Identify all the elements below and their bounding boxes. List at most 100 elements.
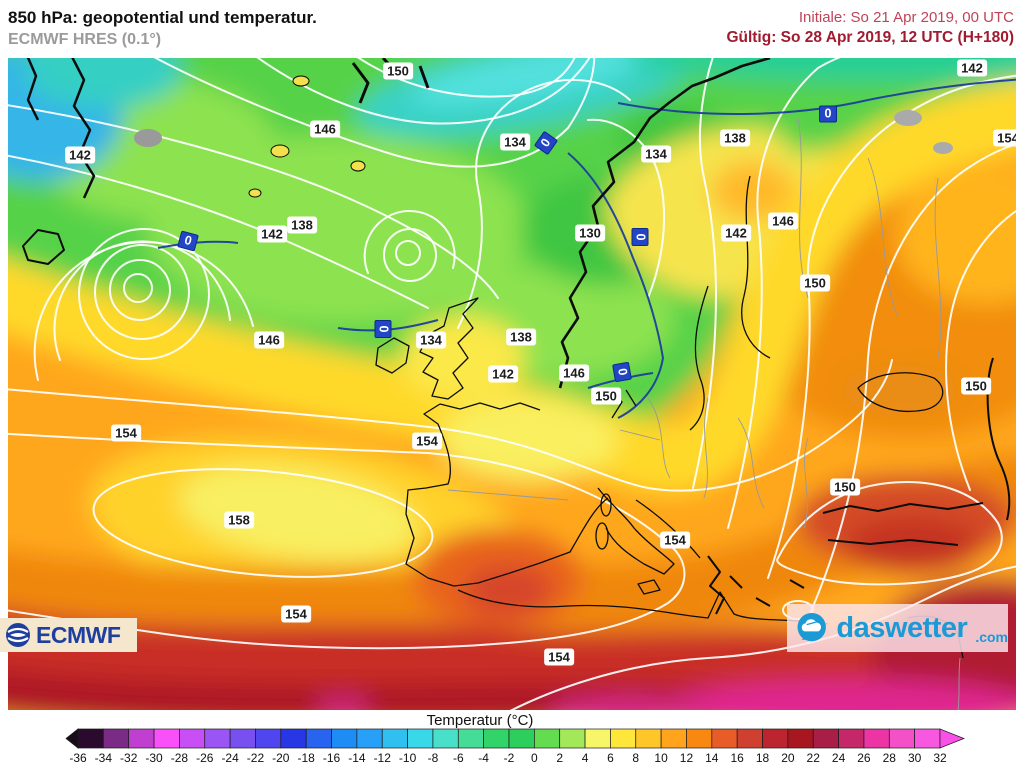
contour-label: 146 bbox=[559, 364, 589, 382]
colorbar-tick-label: 16 bbox=[730, 751, 744, 765]
zero-isotherm-label: 0 bbox=[374, 320, 392, 338]
daswetter-cloud-icon bbox=[797, 612, 826, 642]
colorbar-tick-label: -10 bbox=[398, 751, 417, 765]
contour-label: 150 bbox=[383, 62, 413, 80]
zero-isotherm-label: 0 bbox=[631, 228, 649, 246]
colorbar-segment bbox=[305, 728, 332, 749]
contour-label: 154 bbox=[281, 605, 311, 623]
colorbar-segment bbox=[888, 728, 915, 749]
colorbar-segment bbox=[77, 728, 104, 749]
colorbar-segment bbox=[534, 728, 561, 749]
colorbar-tick-label: -14 bbox=[348, 751, 366, 765]
colorbar-tick-label: -28 bbox=[170, 751, 189, 765]
valid-time-label: Gültig: So 28 Apr 2019, 12 UTC (H+180) bbox=[726, 29, 1014, 46]
contour-label: 146 bbox=[254, 331, 284, 349]
colorbar-tick-label: 26 bbox=[857, 751, 871, 765]
colorbar-tick-label: 30 bbox=[907, 751, 922, 765]
zero-isotherm-label: 0 bbox=[533, 130, 559, 156]
contour-label: 150 bbox=[830, 478, 860, 496]
contour-label: 142 bbox=[957, 59, 987, 77]
colorbar-tick-label: 28 bbox=[882, 751, 896, 765]
model-subtitle: ECMWF HRES (0.1°) bbox=[8, 31, 162, 48]
colorbar-tick-label: -6 bbox=[452, 751, 464, 765]
colorbar-tick-label: 2 bbox=[556, 751, 564, 765]
colorbar-segment bbox=[686, 728, 713, 749]
colorbar-tick-label: -2 bbox=[503, 751, 515, 765]
temperature-colorbar: Temperatur (°C) -36 -34 -32 -30 -28 -26 -24 -22… bbox=[0, 710, 1024, 768]
page-title: 850 hPa: geopotential und temperatur. bbox=[8, 8, 317, 27]
contour-label: 150 bbox=[591, 387, 621, 405]
colorbar-segment bbox=[103, 728, 130, 749]
daswetter-logo-tld: .com bbox=[975, 629, 1008, 645]
contour-label: 138 bbox=[506, 328, 536, 346]
colorbar-segment bbox=[153, 728, 180, 749]
colorbar-tick-label: 4 bbox=[581, 751, 589, 765]
zero-isotherm-label: 0 bbox=[177, 230, 199, 252]
colorbar-tick-label: -26 bbox=[196, 751, 214, 765]
colorbar-arrow bbox=[939, 728, 965, 749]
colorbar-segment bbox=[255, 728, 282, 749]
colorbar-segment bbox=[356, 728, 383, 749]
colorbar-tick-label: -16 bbox=[322, 751, 341, 765]
colorbar-segment bbox=[483, 728, 510, 749]
contour-label: 130 bbox=[575, 224, 605, 242]
colorbar-tick-label: -22 bbox=[246, 751, 265, 765]
contour-label: 158 bbox=[224, 511, 254, 529]
colorbar-segment bbox=[331, 728, 358, 749]
colorbar-segment bbox=[762, 728, 789, 749]
colorbar-tick-label: -20 bbox=[272, 751, 290, 765]
init-time-label: Initiale: So 21 Apr 2019, 00 UTC bbox=[798, 9, 1014, 26]
colorbar-tick-label: 18 bbox=[755, 751, 770, 765]
zero-isotherm-label: 0 bbox=[819, 105, 837, 123]
contour-label: 154 bbox=[111, 424, 141, 442]
colorbar-segment bbox=[179, 728, 206, 749]
colorbar-segment bbox=[787, 728, 814, 749]
contour-label: 134 bbox=[500, 133, 530, 151]
contour-label: 142 bbox=[65, 146, 95, 164]
ecmwf-logo-text: ECMWF bbox=[36, 621, 121, 648]
colorbar-segment bbox=[584, 728, 611, 749]
contour-label: 142 bbox=[721, 224, 751, 242]
contour-label: 134 bbox=[416, 331, 446, 349]
colorbar-segment bbox=[508, 728, 535, 749]
colorbar-tick-label: 20 bbox=[781, 751, 795, 765]
colorbar-tick-label: -4 bbox=[478, 751, 489, 765]
contour-label: 146 bbox=[768, 212, 798, 230]
colorbar-title: Temperatur (°C) bbox=[426, 712, 534, 729]
colorbar-tick-label: 10 bbox=[654, 751, 668, 765]
ecmwf-logo[interactable]: ECMWF bbox=[0, 618, 137, 652]
colorbar-segment bbox=[914, 728, 941, 749]
weather-map: 1501421461341341381541421381421301461421… bbox=[8, 58, 1016, 711]
contour-label: 142 bbox=[257, 225, 287, 243]
contour-label: 146 bbox=[310, 120, 340, 138]
colorbar-segment bbox=[812, 728, 839, 749]
colorbar-tick-label: 12 bbox=[679, 751, 694, 765]
colorbar-segment bbox=[711, 728, 738, 749]
colorbar-tick-label: -8 bbox=[427, 751, 439, 765]
ecmwf-logo-icon bbox=[6, 623, 30, 647]
contour-label: 142 bbox=[488, 365, 518, 383]
colorbar-tick-label: -36 bbox=[69, 751, 87, 765]
colorbar-tick-label: 24 bbox=[831, 751, 846, 765]
colorbar-tick-label: -18 bbox=[297, 751, 315, 765]
colorbar-tick-label: 22 bbox=[806, 751, 820, 765]
colorbar-segment bbox=[280, 728, 307, 749]
contour-label: 150 bbox=[961, 377, 991, 395]
colorbar-tick-label: 32 bbox=[933, 751, 947, 765]
colorbar-scale bbox=[65, 728, 965, 749]
colorbar-tick-label: 0 bbox=[531, 751, 538, 765]
country-borders bbox=[447, 110, 961, 710]
daswetter-logo[interactable]: daswetter .com bbox=[787, 604, 1008, 652]
colorbar-tick-label: -24 bbox=[221, 751, 239, 765]
colorbar-segment bbox=[204, 728, 231, 749]
colorbar-segment bbox=[610, 728, 637, 749]
colorbar-segment bbox=[128, 728, 155, 749]
contour-label: 150 bbox=[800, 274, 830, 292]
island-patches bbox=[248, 75, 366, 198]
colorbar-tick-label: -12 bbox=[373, 751, 391, 765]
colorbar-arrow bbox=[65, 728, 79, 749]
colorbar-segment bbox=[660, 728, 687, 749]
colorbar-tick-label: 6 bbox=[607, 751, 614, 765]
contour-label: 154 bbox=[993, 129, 1016, 147]
